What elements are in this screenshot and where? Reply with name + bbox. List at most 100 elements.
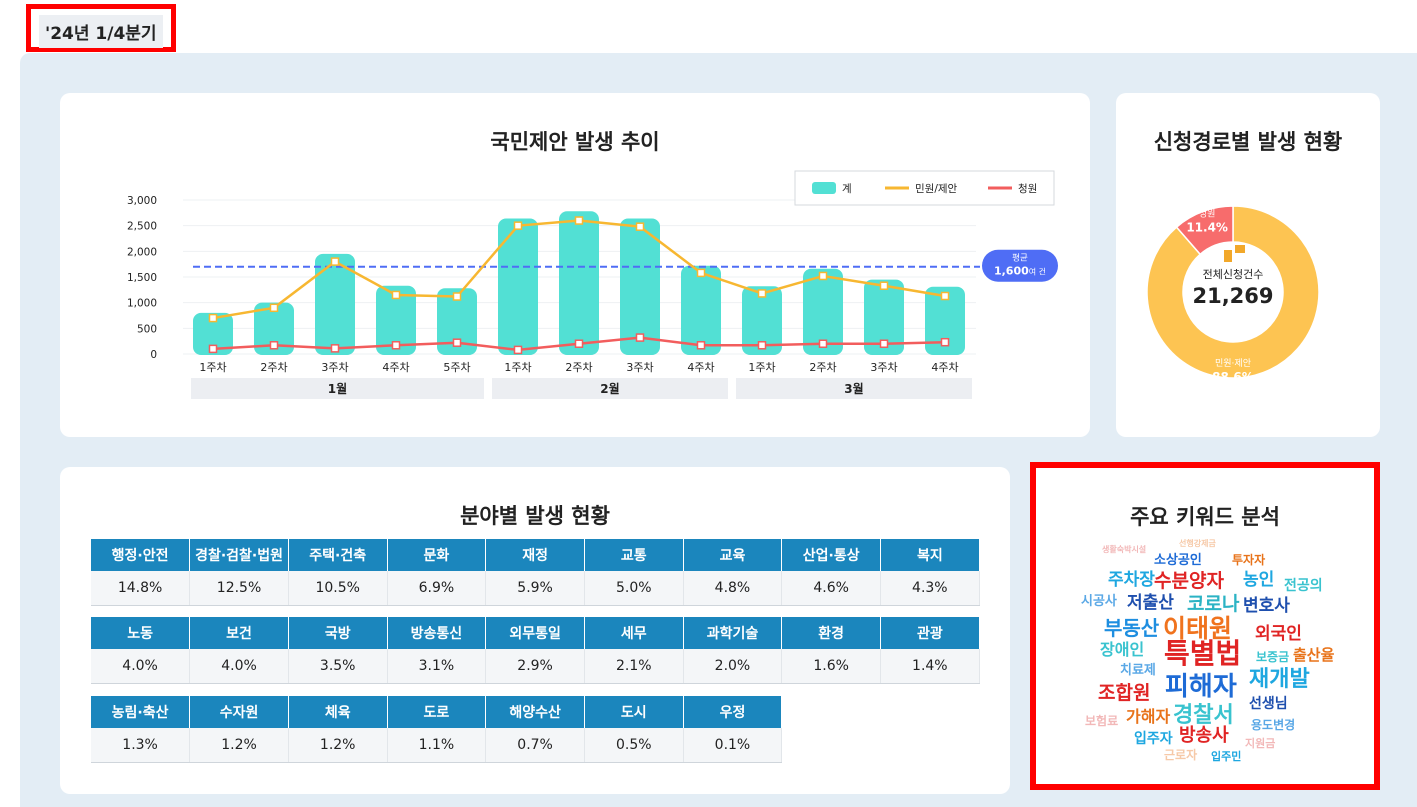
x-tick-label: 2주차 <box>260 361 287 374</box>
field-value: 1.2% <box>189 728 289 763</box>
series-point <box>208 344 218 354</box>
keyword-word: 조합원 <box>1098 682 1151 704</box>
field-header: 교육 <box>683 539 783 571</box>
x-tick-label: 1주차 <box>504 361 531 374</box>
trend-chart: 0 500 1,000 1,500 2,000 2,500 3,000 평균1,600여 건 1… <box>127 170 1058 399</box>
keyword-word: 투자자 <box>1232 553 1266 567</box>
field-value: 4.3% <box>880 571 980 606</box>
field-header: 노동 <box>91 617 191 649</box>
field-header: 국방 <box>288 617 388 649</box>
average-badge-value: 1,600여 건 <box>994 265 1046 278</box>
petition-icon <box>1235 245 1245 253</box>
field-header-row: 행정·안전 경찰·검찰·법원 주택·건축 문화 재정 교통 교육 산업·통상 복지 <box>91 539 980 571</box>
month-group-bar <box>191 378 484 399</box>
average-badge-label: 평균 <box>1012 253 1028 264</box>
field-value-row: 4.0% 4.0% 3.5% 3.1% 2.9% 2.1% 2.0% 1.6% 1.4% <box>91 649 980 684</box>
series-point <box>696 341 706 350</box>
series-point <box>452 292 462 301</box>
field-value-row: 1.3% 1.2% 1.2% 1.1% 0.7% 0.5% 0.1% <box>91 728 783 763</box>
field-value: 4.8% <box>683 571 783 606</box>
keyword-word: 근로자 <box>1164 748 1198 762</box>
bar-total <box>376 285 416 355</box>
field-header: 관광 <box>880 617 980 649</box>
keyword-word: 생활숙박시설 <box>1102 545 1147 554</box>
bar-total <box>864 279 904 355</box>
keyword-cloud: 생활숙박시설 선행강제금 소상공인 투자자 주차장 수분양자 농인 전공의 시공사 저출산 코로나 변… <box>1036 468 1374 784</box>
keyword-word: 코로나 <box>1187 593 1240 615</box>
x-tick-label: 1주차 <box>748 361 775 374</box>
keyword-word: 재개발 <box>1249 667 1310 692</box>
x-tick-label: 2주차 <box>809 361 836 374</box>
average-badge-unit: 여 건 <box>1029 267 1046 277</box>
field-header: 체육 <box>288 696 388 728</box>
period-label: '24년 1/4분기 <box>39 15 163 48</box>
keyword-word: 시공사 <box>1081 594 1117 609</box>
keyword-word: 선생님 <box>1249 696 1288 712</box>
keyword-word: 선행강제금 <box>1179 539 1216 548</box>
y-tick-label: 500 <box>137 323 157 335</box>
field-header: 도시 <box>584 696 684 728</box>
field-value: 4.0% <box>189 649 289 684</box>
field-value: 0.5% <box>584 728 684 763</box>
series-point <box>391 341 401 350</box>
donut-slice <box>1175 205 1234 256</box>
x-tick-label: 4주차 <box>687 361 714 374</box>
series-point <box>940 337 950 347</box>
bar-total <box>315 253 355 355</box>
series-point <box>818 339 828 348</box>
field-value: 10.5% <box>288 571 388 606</box>
field-value: 0.7% <box>485 728 585 763</box>
bar-total <box>925 286 965 355</box>
y-tick-label: 0 <box>150 349 157 361</box>
keyword-word: 저출산 <box>1127 593 1174 613</box>
month-group-label: 2월 <box>600 381 619 396</box>
bar-total <box>559 211 599 355</box>
keyword-word: 용도변경 <box>1251 718 1296 732</box>
series-point <box>269 341 279 350</box>
field-header: 해양수산 <box>485 696 585 728</box>
month-group-label: 1월 <box>328 381 347 396</box>
field-header: 경찰·검찰·법원 <box>189 539 289 571</box>
series-point <box>940 291 950 301</box>
legend-swatch <box>812 182 836 194</box>
x-tick-label: 3주차 <box>626 361 653 374</box>
field-value: 4.6% <box>781 571 881 606</box>
keyword-word: 치료제 <box>1120 663 1156 678</box>
x-tick-label: 4주차 <box>931 361 958 374</box>
month-group-label: 3월 <box>844 381 863 396</box>
y-tick-label: 2,000 <box>127 246 157 258</box>
keyword-word: 방송사 <box>1179 725 1229 746</box>
month-group-bar <box>736 378 972 399</box>
bar-total <box>437 288 477 355</box>
field-table: 노동 보건 국방 방송통신 외무통일 세무 과학기술 환경 관광 4.0% 4.0% 3.5% 3.1%… <box>91 617 980 684</box>
field-header: 과학기술 <box>683 617 783 649</box>
field-table: 농림·축산 수자원 체육 도로 해양수산 도시 우정 1.3% 1.2% 1.2% 1.1% 0.7%… <box>91 696 783 763</box>
field-value: 1.4% <box>880 649 980 684</box>
series-point <box>635 333 645 342</box>
donut-slice <box>1146 205 1320 379</box>
average-badge <box>982 249 1058 282</box>
trend-chart-card: 국민제안 발생 추이 0 500 1,000 1,500 2,000 2,500 3,000… <box>60 93 1090 437</box>
keyword-word: 경찰서 <box>1173 703 1234 728</box>
x-tick-label: 4주차 <box>382 361 409 374</box>
keyword-word: 소상공인 <box>1154 553 1202 568</box>
field-value: 0.1% <box>683 728 783 763</box>
field-value: 2.1% <box>584 649 684 684</box>
bar-total <box>254 302 294 355</box>
keyword-word: 전공의 <box>1284 578 1323 594</box>
field-header-row: 노동 보건 국방 방송통신 외무통일 세무 과학기술 환경 관광 <box>91 617 980 649</box>
y-tick-label: 2,500 <box>127 221 157 233</box>
slice-name: 민원·제안 <box>1215 358 1251 369</box>
keyword-word: 보험료 <box>1085 714 1119 728</box>
field-header: 농림·축산 <box>91 696 191 728</box>
series-point <box>574 339 584 348</box>
field-value: 6.9% <box>387 571 487 606</box>
field-header: 재정 <box>485 539 585 571</box>
field-header: 보건 <box>189 617 289 649</box>
bar-total <box>193 312 233 355</box>
route-chart-title: 신청경로별 발생 현황 <box>1153 130 1343 154</box>
series-point <box>330 344 340 353</box>
keyword-word: 특별법 <box>1164 637 1242 670</box>
series-point <box>696 268 706 278</box>
